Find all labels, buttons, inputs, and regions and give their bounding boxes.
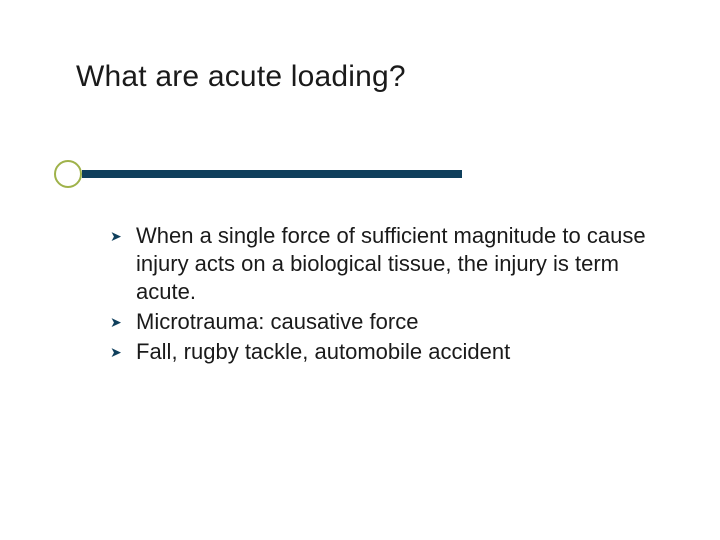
bullet-text: Microtrauma: causative force [136,308,660,336]
bullet-text: When a single force of sufficient magnit… [136,222,660,306]
accent-bar [82,170,462,178]
list-item: ➤ When a single force of sufficient magn… [110,222,660,306]
accent-dot-icon [54,160,82,188]
bullet-marker-icon: ➤ [110,338,136,366]
bullet-marker-icon: ➤ [110,222,136,250]
accent-bar-fill [82,170,462,178]
slide: What are acute loading? ➤ When a single … [0,0,720,540]
bullet-list: ➤ When a single force of sufficient magn… [110,222,660,366]
bullet-text: Fall, rugby tackle, automobile accident [136,338,660,366]
list-item: ➤ Microtrauma: causative force [110,308,660,336]
slide-body: ➤ When a single force of sufficient magn… [110,222,660,368]
slide-title: What are acute loading? [76,60,406,94]
bullet-marker-icon: ➤ [110,308,136,336]
list-item: ➤ Fall, rugby tackle, automobile acciden… [110,338,660,366]
